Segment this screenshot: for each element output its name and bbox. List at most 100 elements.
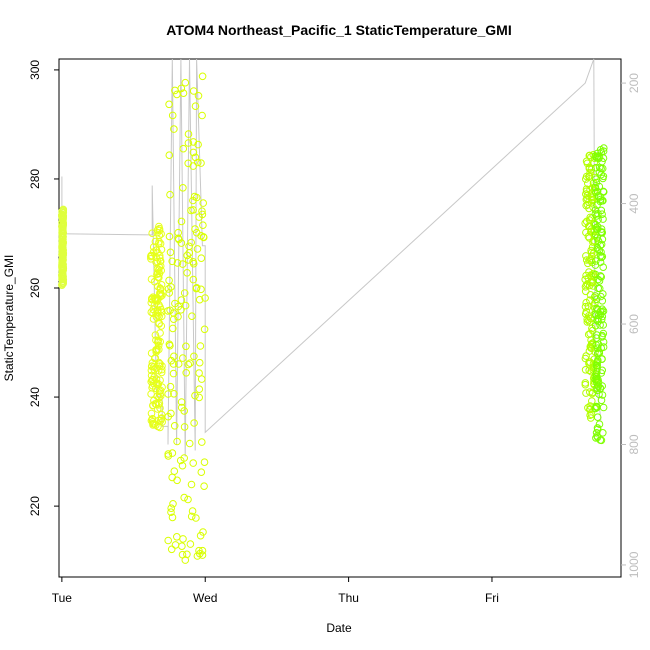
data-point bbox=[183, 251, 191, 260]
data-point bbox=[152, 348, 160, 356]
data-point bbox=[599, 321, 608, 329]
data-point bbox=[582, 190, 590, 198]
data-point bbox=[187, 238, 195, 247]
data-point bbox=[149, 418, 157, 426]
data-point bbox=[148, 229, 156, 237]
data-point bbox=[155, 319, 163, 327]
data-point bbox=[170, 467, 179, 476]
data-point bbox=[151, 237, 160, 246]
pressure-trace-line bbox=[61, 58, 602, 457]
data-point bbox=[158, 291, 166, 300]
data-point bbox=[59, 272, 67, 281]
data-point bbox=[593, 359, 601, 367]
x-tick-label: Tue bbox=[52, 591, 73, 605]
data-point bbox=[166, 382, 175, 391]
data-point bbox=[592, 311, 601, 320]
data-point bbox=[598, 333, 606, 341]
data-point bbox=[166, 190, 174, 199]
data-point bbox=[195, 385, 204, 394]
data-point bbox=[196, 342, 205, 350]
data-point bbox=[191, 153, 200, 162]
data-point bbox=[189, 196, 197, 205]
data-point bbox=[154, 273, 162, 282]
data-point bbox=[164, 307, 172, 315]
data-point bbox=[155, 362, 164, 371]
data-point bbox=[154, 401, 163, 409]
data-point bbox=[58, 279, 67, 288]
data-point bbox=[199, 528, 207, 536]
data-point bbox=[178, 461, 187, 470]
data-point bbox=[593, 234, 602, 242]
data-point bbox=[586, 291, 595, 299]
data-point bbox=[179, 535, 187, 543]
data-point bbox=[181, 78, 190, 87]
data-point bbox=[591, 173, 599, 182]
data-point bbox=[582, 157, 591, 166]
data-point bbox=[173, 90, 181, 99]
data-point bbox=[147, 349, 156, 358]
data-point bbox=[584, 232, 593, 241]
data-point bbox=[58, 267, 67, 275]
y2-tick-label: 200 bbox=[627, 73, 641, 93]
data-point bbox=[173, 259, 182, 267]
data-point bbox=[581, 283, 590, 291]
data-points bbox=[58, 72, 608, 564]
data-point bbox=[593, 403, 601, 412]
data-point bbox=[596, 252, 605, 260]
data-point bbox=[168, 111, 177, 120]
data-point bbox=[597, 248, 605, 256]
data-point bbox=[585, 347, 594, 355]
data-point bbox=[175, 235, 183, 244]
data-point bbox=[593, 425, 602, 434]
data-point bbox=[591, 206, 600, 214]
data-point bbox=[597, 170, 606, 179]
data-point bbox=[185, 249, 194, 257]
pressure-trace-polyline bbox=[61, 58, 602, 457]
data-point bbox=[598, 391, 607, 399]
data-point bbox=[151, 295, 160, 304]
data-point bbox=[597, 225, 606, 233]
y2-tick-label: 800 bbox=[627, 434, 641, 454]
data-point bbox=[174, 360, 183, 368]
y-tick-label: 280 bbox=[28, 169, 42, 189]
data-point bbox=[584, 302, 593, 311]
data-point bbox=[586, 168, 594, 177]
data-point bbox=[182, 369, 190, 377]
data-point bbox=[188, 507, 197, 515]
data-point bbox=[177, 217, 186, 226]
data-point bbox=[587, 271, 595, 279]
data-point bbox=[154, 338, 162, 347]
data-point bbox=[599, 215, 607, 223]
data-point bbox=[194, 140, 202, 149]
data-point bbox=[184, 495, 192, 504]
data-point bbox=[196, 531, 205, 540]
data-point bbox=[596, 193, 605, 201]
data-point bbox=[165, 151, 174, 159]
data-point bbox=[195, 295, 204, 304]
data-point bbox=[158, 362, 166, 370]
data-point bbox=[155, 387, 164, 396]
y-axis-right: 200 400 600 800 1000 bbox=[621, 73, 641, 578]
data-point bbox=[59, 238, 67, 247]
data-point bbox=[150, 365, 159, 374]
data-point bbox=[197, 254, 206, 263]
data-point bbox=[191, 391, 199, 400]
data-point bbox=[592, 212, 601, 220]
data-point bbox=[151, 400, 160, 408]
data-point bbox=[184, 130, 193, 138]
data-point bbox=[169, 324, 177, 333]
data-point bbox=[147, 366, 156, 375]
data-point bbox=[588, 397, 596, 405]
data-point bbox=[197, 468, 206, 477]
data-point bbox=[190, 352, 198, 361]
data-point bbox=[198, 207, 206, 215]
data-point bbox=[591, 321, 600, 330]
data-point bbox=[201, 294, 209, 302]
data-point bbox=[197, 285, 205, 294]
data-point bbox=[58, 263, 67, 272]
data-point bbox=[152, 253, 160, 262]
data-point bbox=[188, 312, 196, 321]
data-point bbox=[164, 452, 173, 460]
data-point bbox=[598, 305, 607, 314]
